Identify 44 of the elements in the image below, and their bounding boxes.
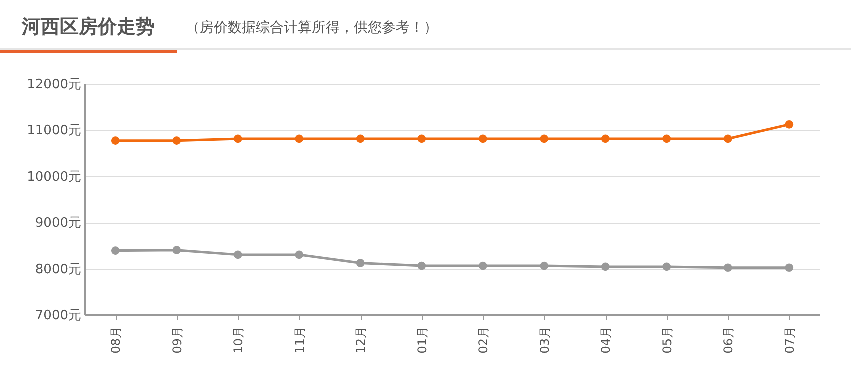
point [356, 134, 365, 144]
point [295, 134, 304, 144]
point [295, 250, 304, 260]
point [540, 134, 549, 144]
y-tick-label: 12000元 [27, 78, 82, 92]
x-tick-label: 12月 [354, 326, 368, 354]
point [601, 262, 610, 272]
y-tick-label: 10000元 [27, 170, 82, 185]
y-tick-label: 8000元 [35, 262, 82, 278]
point [356, 259, 365, 268]
point [785, 264, 794, 272]
y-tick-label: 11000元 [27, 124, 82, 139]
point [418, 262, 426, 270]
y-tick-label: 9000元 [35, 216, 82, 232]
point [111, 246, 120, 255]
point [724, 264, 732, 272]
chart-title: 河西区房价走势 [0, 14, 177, 53]
x-tick-label: 06月 [722, 326, 736, 354]
point [111, 136, 120, 145]
point [724, 134, 732, 144]
x-tick-label: 08月 [109, 326, 124, 354]
point [234, 134, 242, 144]
point [478, 134, 488, 144]
point [662, 134, 672, 144]
point [478, 262, 488, 270]
point [540, 262, 549, 270]
x-tick-label: 04月 [599, 326, 614, 354]
point [785, 120, 794, 129]
x-tick-label: 01月 [415, 326, 430, 354]
point [662, 262, 672, 272]
chart-subtitle: （房价数据综合计算所得，供您参考！） [186, 19, 438, 37]
x-tick-label: 03月 [538, 326, 552, 354]
x-tick-label: 05月 [660, 326, 674, 354]
y-tick-label: 7000元 [35, 308, 82, 324]
x-tick-label: 09月 [170, 326, 184, 354]
x-tick-label: 07月 [782, 326, 797, 354]
x-tick-label: 11月 [292, 326, 307, 354]
point [234, 250, 242, 260]
point [601, 134, 610, 144]
point [172, 246, 182, 254]
point [172, 136, 182, 145]
x-tick-label: 02月 [476, 326, 491, 354]
x-tick-label: 10月 [232, 326, 246, 354]
point [418, 134, 426, 144]
